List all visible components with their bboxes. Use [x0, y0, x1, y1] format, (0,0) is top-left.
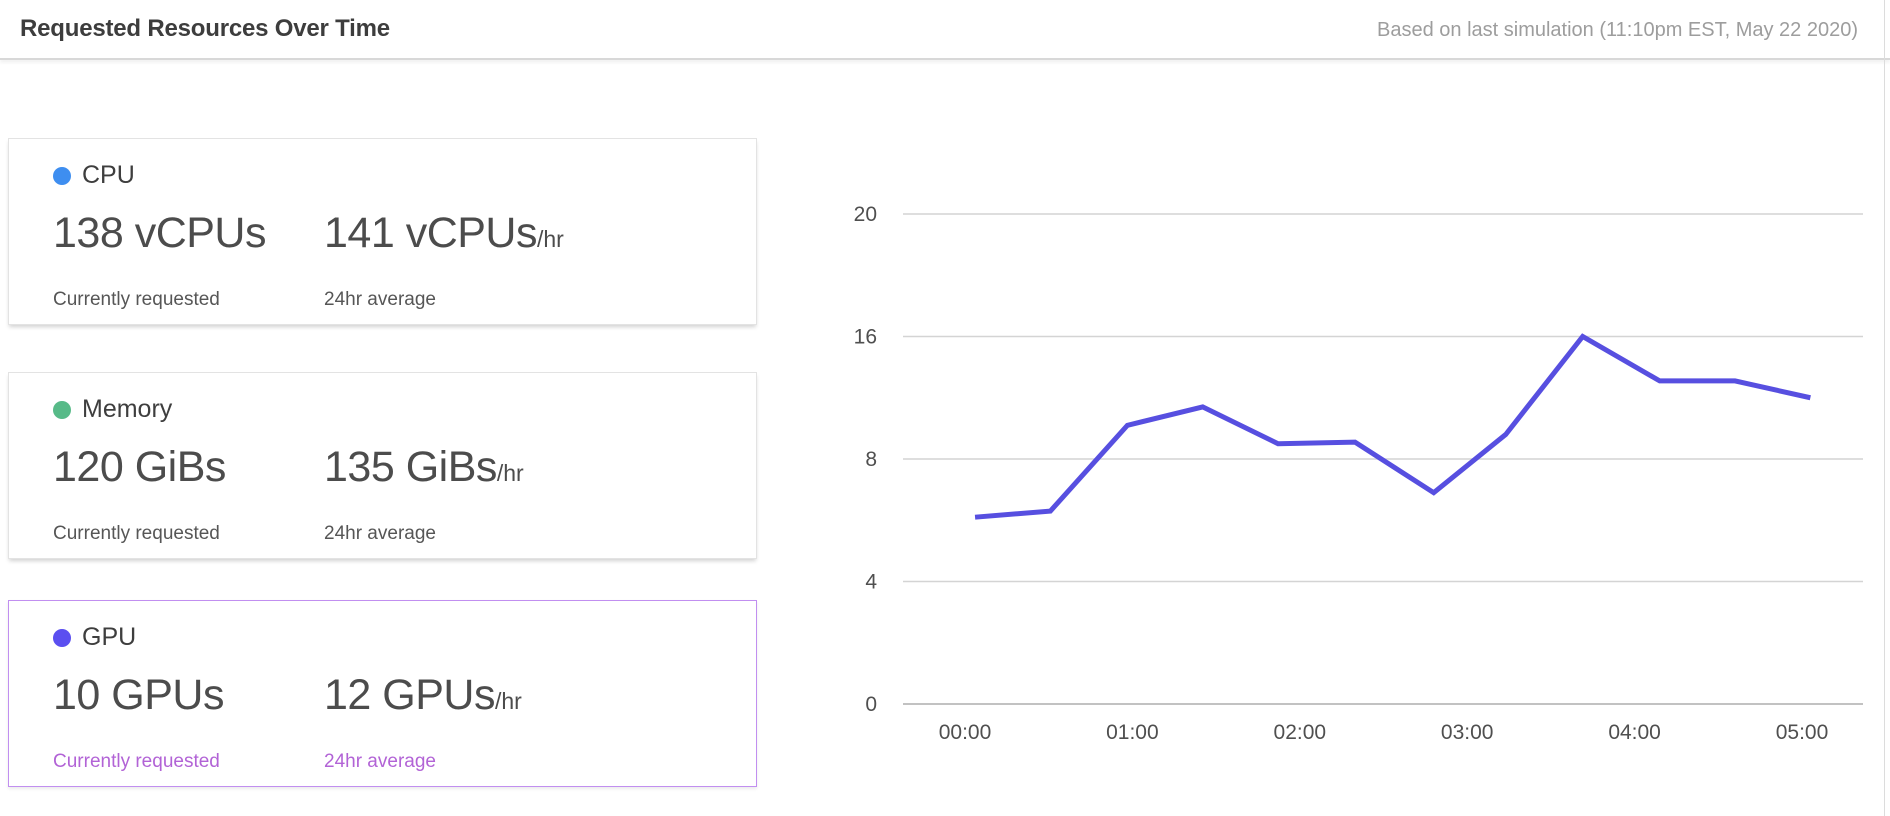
gpu-current-value: 10 GPUs	[53, 671, 224, 719]
simulation-timestamp: Based on last simulation (11:10pm EST, M…	[1377, 19, 1858, 41]
gpu-current-column: 10 GPUs Currently requested	[53, 671, 224, 772]
series-line-gpu-requested	[974, 333, 1811, 520]
cpu-current-value: 138 vCPUs	[53, 209, 266, 257]
memory-card[interactable]: Memory 120 GiBs Currently requested 135 …	[8, 372, 757, 559]
gpu-card-header: GPU	[53, 623, 136, 652]
x-tick-label-03:00: 03:00	[1441, 721, 1494, 744]
memory-average-column: 135 GiBs/hr 24hr average	[324, 443, 524, 544]
memory-average-caption: 24hr average	[324, 523, 436, 544]
page-title: Requested Resources Over Time	[20, 15, 390, 42]
gpu-average-column: 12 GPUs/hr 24hr average	[324, 671, 522, 772]
y-tick-label-8: 8	[865, 448, 877, 471]
cpu-legend-dot-icon	[53, 166, 71, 185]
y-tick-label-20: 20	[854, 203, 877, 226]
gpu-legend-dot-icon	[53, 628, 71, 647]
x-tick-label-00:00: 00:00	[939, 721, 992, 744]
x-tick-label-01:00: 01:00	[1106, 721, 1159, 744]
memory-legend-dot-icon	[53, 400, 71, 419]
memory-card-label: Memory	[82, 395, 173, 423]
gpu-average-value: 12 GPUs/hr	[324, 671, 522, 719]
cpu-current-caption: Currently requested	[53, 289, 220, 310]
memory-current-column: 120 GiBs Currently requested	[53, 443, 226, 544]
cpu-average-value: 141 vCPUs/hr	[324, 209, 564, 257]
memory-current-value: 120 GiBs	[53, 443, 226, 491]
cpu-card-label: CPU	[82, 161, 135, 189]
cpu-current-column: 138 vCPUs Currently requested	[53, 209, 266, 310]
x-tick-label-04:00: 04:00	[1608, 721, 1661, 744]
memory-card-header: Memory	[53, 395, 172, 424]
cpu-average-column: 141 vCPUs/hr 24hr average	[324, 209, 564, 310]
header: Requested Resources Over Time Based on l…	[0, 0, 1890, 60]
x-tick-label-05:00: 05:00	[1776, 721, 1829, 744]
y-tick-label-4: 4	[865, 571, 877, 594]
gpu-card[interactable]: GPU 10 GPUs Currently requested 12 GPUs/…	[8, 600, 757, 787]
right-panel-border	[1884, 0, 1885, 816]
gpu-average-caption: 24hr average	[324, 751, 436, 772]
memory-average-value: 135 GiBs/hr	[324, 443, 524, 491]
gpu-current-caption: Currently requested	[53, 751, 220, 772]
gpu-card-label: GPU	[82, 623, 137, 651]
cpu-card[interactable]: CPU 138 vCPUs Currently requested 141 vC…	[8, 138, 757, 325]
cpu-card-header: CPU	[53, 161, 135, 190]
cpu-average-caption: 24hr average	[324, 289, 436, 310]
x-tick-label-02:00: 02:00	[1274, 721, 1327, 744]
y-tick-label-16: 16	[854, 326, 877, 349]
memory-current-caption: Currently requested	[53, 523, 220, 544]
y-tick-label-0: 0	[865, 693, 877, 716]
